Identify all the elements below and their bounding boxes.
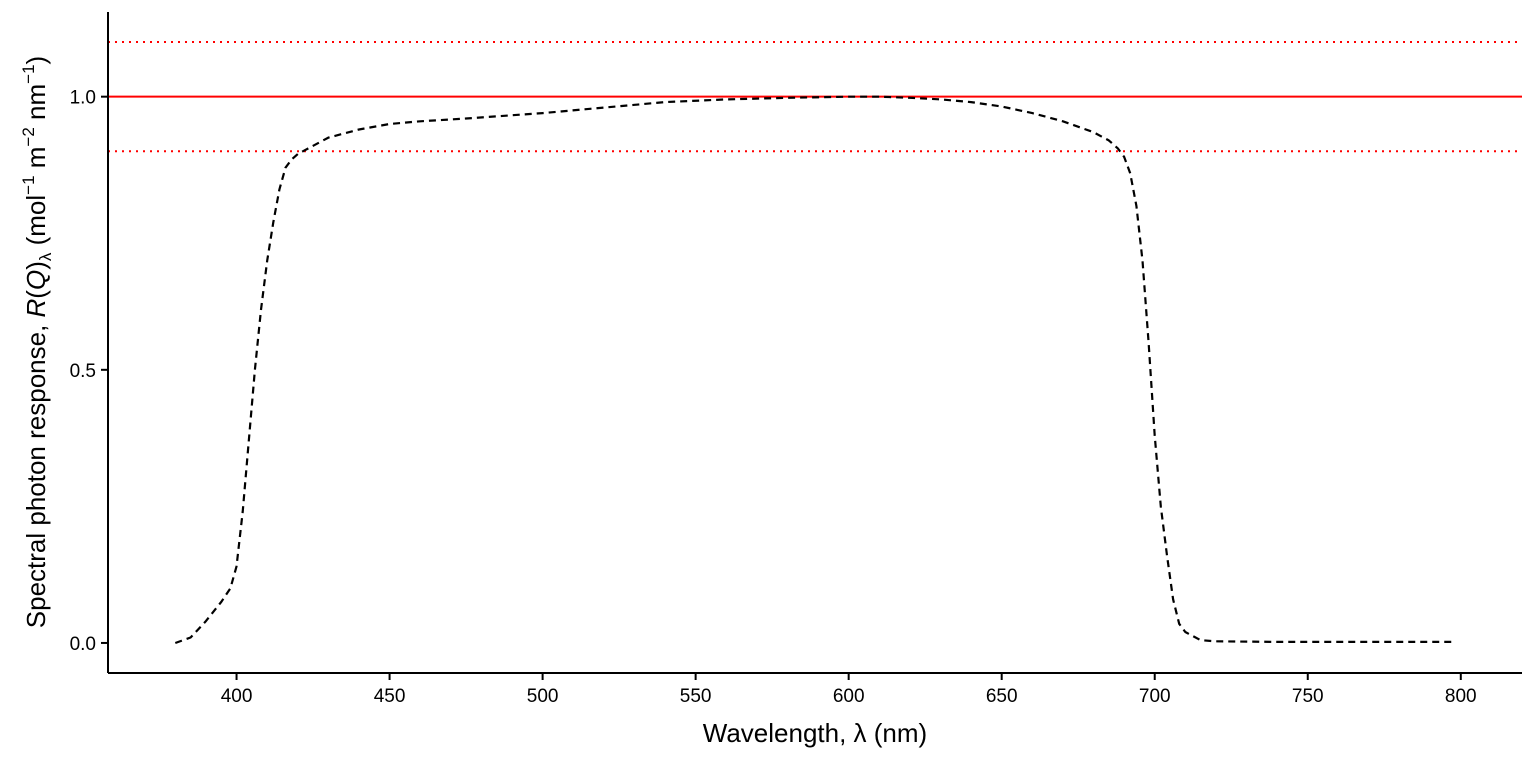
y-tick-label: 0.0 bbox=[70, 634, 96, 655]
y-axis-title-subscript: λ bbox=[36, 252, 55, 261]
y-axis-title-R: R bbox=[21, 299, 51, 318]
x-axis-title: Wavelength, λ (nm) bbox=[703, 718, 927, 748]
x-tick-label: 450 bbox=[374, 686, 406, 707]
series-line-0 bbox=[174, 95, 1455, 645]
x-tick-label: 600 bbox=[833, 686, 865, 707]
x-tick-label: 500 bbox=[527, 686, 559, 707]
y-tick-label: 1.0 bbox=[70, 88, 96, 109]
y-axis-title-sup1: −1 bbox=[19, 175, 38, 194]
y-axis-title-unit-m: m bbox=[21, 147, 51, 176]
y-axis-title-unit-nm: nm bbox=[21, 84, 51, 127]
x-axis-ticks: 400 450 500 550 600 650 700 750 800 bbox=[221, 673, 1477, 707]
y-axis-title-units-close: ) bbox=[21, 56, 51, 65]
y-tick-label: 0.5 bbox=[70, 361, 96, 382]
y-axis-ticks: 0.0 0.5 1.0 bbox=[70, 88, 108, 655]
y-axis-title-open-paren: ( bbox=[21, 290, 51, 299]
x-tick-label: 550 bbox=[680, 686, 712, 707]
y-axis-title-sup2: −2 bbox=[19, 127, 38, 146]
y-axis-title: Spectral photon response, R(Q)λ (mol−1 m… bbox=[19, 56, 55, 628]
x-tick-label: 650 bbox=[986, 686, 1018, 707]
x-tick-label: 400 bbox=[221, 686, 253, 707]
data-series bbox=[174, 95, 1455, 645]
x-tick-label: 700 bbox=[1139, 686, 1171, 707]
x-tick-label: 750 bbox=[1292, 686, 1324, 707]
y-axis-title-units-open: (mol bbox=[21, 195, 51, 253]
axes bbox=[107, 12, 1522, 674]
x-tick-label: 800 bbox=[1445, 686, 1477, 707]
y-axis-title-sup3: −1 bbox=[19, 64, 38, 83]
y-axis-title-prefix: Spectral photon response, bbox=[21, 317, 51, 628]
y-axis-title-close-paren: ) bbox=[21, 261, 51, 270]
y-axis-title-Q: Q bbox=[21, 270, 51, 290]
